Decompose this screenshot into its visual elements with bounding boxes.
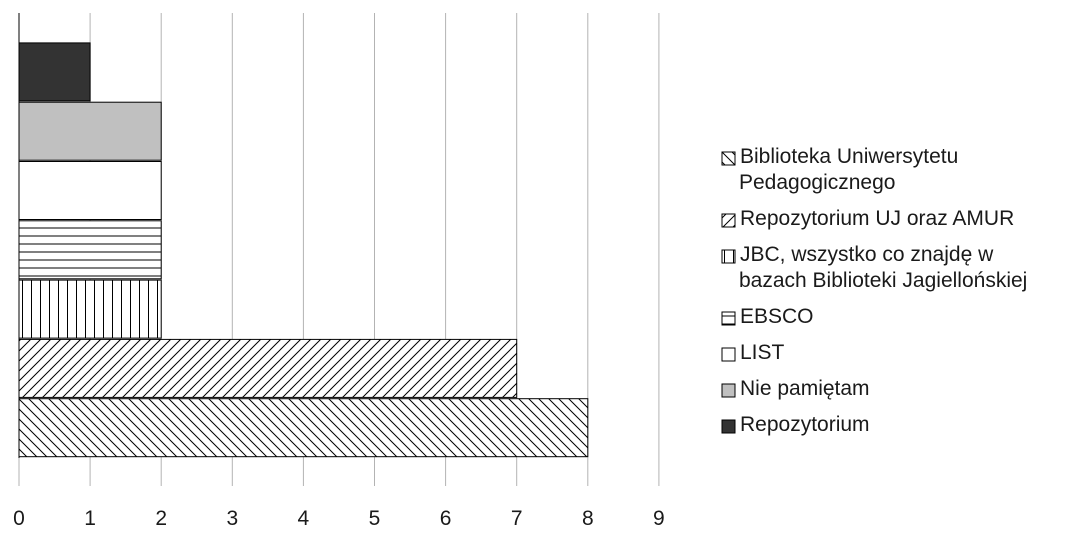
legend-label: Pedagogicznego <box>739 171 895 194</box>
x-tick-label: 6 <box>440 507 452 530</box>
legend-swatch <box>721 311 736 326</box>
x-tick-label: 4 <box>298 507 310 530</box>
x-tick-label: 5 <box>369 507 381 530</box>
legend-swatch <box>721 419 736 434</box>
x-axis-tick-labels: 0 1 2 3 4 5 6 7 8 9 <box>13 507 665 530</box>
x-tick-label: 0 <box>13 507 25 530</box>
legend-label: Repozytorium <box>740 413 870 436</box>
legend-label: Biblioteka Uniwersytetu <box>740 145 958 168</box>
legend-label: Nie pamiętam <box>740 377 870 400</box>
legend-label: JBC, wszystko co znajdę w <box>740 243 994 266</box>
bar-list <box>18 161 162 220</box>
bar-nie-pami-tam <box>18 101 162 161</box>
x-tick-label: 2 <box>155 507 167 530</box>
x-tick-label: 3 <box>226 507 238 530</box>
x-tick-label: 1 <box>84 507 96 530</box>
bar-biblioteka-uniwersytetu-pedagogicznego <box>18 398 589 458</box>
x-tick-label: 9 <box>653 507 665 530</box>
x-tick-label: 8 <box>582 507 594 530</box>
legend-label: LIST <box>740 341 785 364</box>
legend-swatch <box>721 249 736 264</box>
bar-jbc-wszystko-co-znajd-w-bazach-biblioteki-jagiello-skiej <box>18 279 162 339</box>
legend-label: EBSCO <box>740 305 814 328</box>
x-tick-label: 7 <box>511 507 523 530</box>
legend-swatch <box>721 151 736 166</box>
bar-repozytorium-uj-oraz-amur <box>18 338 518 398</box>
legend-swatch <box>721 383 736 398</box>
bar-ebsco <box>18 220 162 280</box>
bars <box>18 42 589 458</box>
legend-swatch <box>721 347 736 362</box>
legend-label: bazach Biblioteki Jagiellońskiej <box>739 269 1027 292</box>
bar-repozytorium <box>18 42 91 102</box>
legend-label: Repozytorium UJ oraz AMUR <box>740 207 1014 230</box>
legend-swatch <box>721 213 736 228</box>
legend: Biblioteka Uniwersytetu Pedagogicznego Rep… <box>721 145 1027 436</box>
